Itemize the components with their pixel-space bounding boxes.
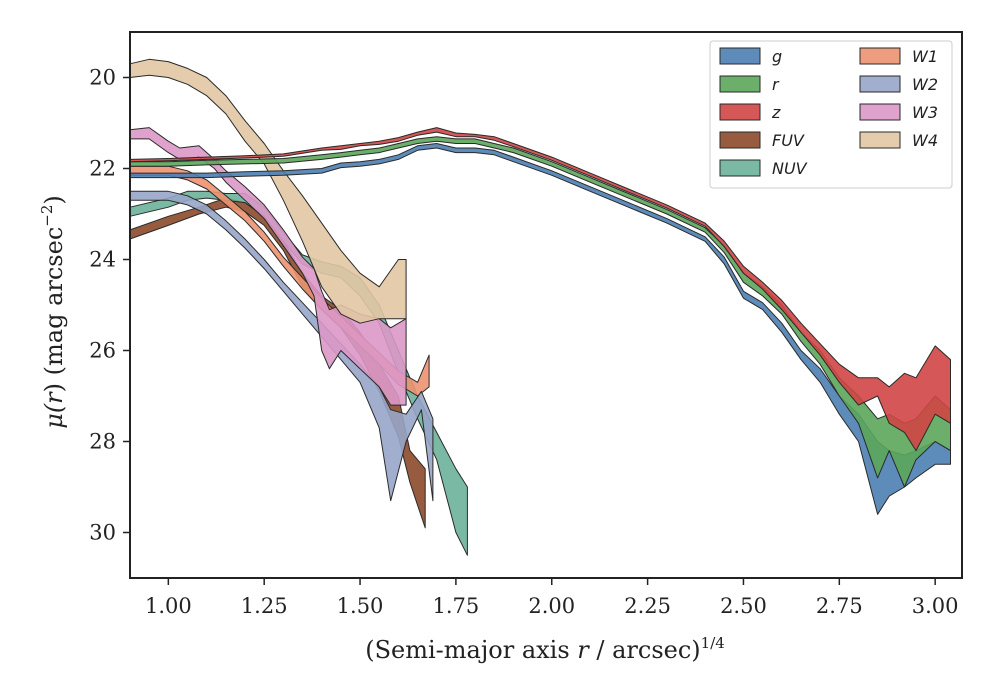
y-axis-ticks: 20 22 24 26 28 30 [89, 66, 130, 545]
series-band-w4 [129, 58, 407, 324]
series-band-z [129, 127, 951, 452]
legend-swatch-g [719, 47, 761, 65]
legend-swatch-w3 [859, 103, 901, 121]
series-band-r [129, 136, 951, 488]
legend-swatch-w2 [859, 75, 901, 93]
legend-label-g: g [772, 47, 782, 66]
legend-swatch-r [719, 75, 761, 93]
x-tick-label: 2.50 [720, 594, 767, 618]
legend-swatch-w1 [859, 47, 901, 65]
legend-label-z: z [771, 103, 781, 122]
x-axis-ticks: 1.00 1.25 1.50 1.75 2.00 2.25 2.50 2.75 3.00 [145, 578, 959, 618]
legend-label-fuv: FUV [772, 131, 805, 150]
y-tick-label: 30 [89, 521, 116, 545]
x-tick-label: 1.75 [433, 594, 480, 618]
legend-label-w4: W4 [912, 131, 938, 150]
legend-label-w2: W2 [912, 75, 938, 94]
y-tick-label: 22 [89, 157, 116, 181]
x-tick-label: 2.25 [624, 594, 671, 618]
legend-swatch-fuv [719, 131, 761, 149]
y-tick-label: 28 [89, 430, 116, 454]
series-band-g [129, 143, 951, 515]
x-tick-label: 2.00 [528, 594, 575, 618]
series-band-w2 [129, 190, 434, 502]
legend-label-w3: W3 [912, 103, 938, 122]
x-tick-label: 1.50 [337, 594, 384, 618]
plot-frame [129, 31, 963, 579]
x-tick-label: 3.00 [912, 594, 959, 618]
y-tick-label: 20 [89, 66, 116, 90]
y-axis-label: μ(r) (mag arcsec−2) [38, 195, 68, 429]
legend: grz FUV NUV W1 W2 W3 W4 [709, 40, 953, 189]
x-tick-label: 1.25 [241, 594, 288, 618]
y-tick-label: 26 [89, 339, 116, 363]
legend-label-r: r [772, 75, 780, 94]
legend-label-w1: W1 [912, 47, 938, 66]
series-fills [129, 58, 951, 556]
x-axis-label: (Semi-major axis r / arcsec)1/4 [365, 634, 725, 664]
y-tick-label: 24 [89, 248, 116, 272]
x-tick-label: 1.00 [145, 594, 192, 618]
legend-label-nuv: NUV [772, 159, 808, 178]
legend-swatch-z [719, 103, 761, 121]
legend-swatch-nuv [719, 159, 761, 177]
legend-swatch-w4 [859, 131, 901, 149]
x-tick-label: 2.75 [816, 594, 863, 618]
